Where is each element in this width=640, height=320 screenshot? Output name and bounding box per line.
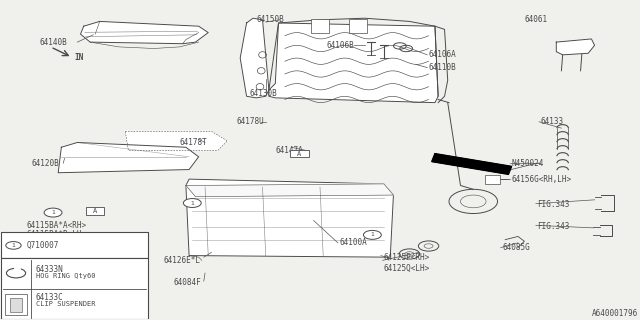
FancyBboxPatch shape <box>86 207 104 215</box>
Text: Q710007: Q710007 <box>26 241 59 250</box>
Text: 64147A: 64147A <box>275 146 303 155</box>
FancyBboxPatch shape <box>349 19 367 33</box>
Text: 64130B: 64130B <box>250 89 278 98</box>
Text: IN: IN <box>74 52 83 62</box>
Text: 64178T: 64178T <box>179 138 207 147</box>
Polygon shape <box>269 23 438 103</box>
FancyBboxPatch shape <box>311 19 329 33</box>
Text: 64061: 64061 <box>524 15 547 24</box>
Polygon shape <box>81 21 208 44</box>
Text: 64133: 64133 <box>540 117 563 126</box>
Text: 64125Q<LH>: 64125Q<LH> <box>384 264 430 273</box>
Text: 1: 1 <box>51 210 55 215</box>
Circle shape <box>44 208 62 217</box>
Text: FIG.343: FIG.343 <box>537 222 570 231</box>
Text: 1: 1 <box>191 201 194 205</box>
Circle shape <box>183 198 201 207</box>
FancyBboxPatch shape <box>5 294 27 316</box>
Text: 64150B: 64150B <box>256 15 284 24</box>
Text: 64125P<RH>: 64125P<RH> <box>384 253 430 262</box>
Text: 1: 1 <box>12 243 15 248</box>
FancyBboxPatch shape <box>10 298 22 312</box>
Circle shape <box>364 230 381 239</box>
Text: 64115BA*A<RH>: 64115BA*A<RH> <box>26 221 86 230</box>
Circle shape <box>6 268 26 278</box>
Text: 64120B: 64120B <box>31 159 59 168</box>
FancyBboxPatch shape <box>1 232 148 258</box>
Text: N450024: N450024 <box>511 159 544 168</box>
Text: 64106B: 64106B <box>326 41 354 50</box>
Text: 1: 1 <box>371 232 374 237</box>
Text: 64126E*L: 64126E*L <box>164 256 200 265</box>
FancyBboxPatch shape <box>290 150 308 157</box>
Text: 64333N: 64333N <box>36 265 63 275</box>
Polygon shape <box>186 184 394 197</box>
Text: CLIP SUSPENDER: CLIP SUSPENDER <box>36 301 95 307</box>
Text: 64085G: 64085G <box>502 243 530 252</box>
Text: 64115BA*B<LH>: 64115BA*B<LH> <box>26 230 86 239</box>
Polygon shape <box>186 179 394 257</box>
FancyBboxPatch shape <box>484 175 500 184</box>
Text: A: A <box>297 151 301 156</box>
Text: A640001796: A640001796 <box>592 309 638 318</box>
Polygon shape <box>556 39 595 55</box>
Text: 64110B: 64110B <box>429 63 456 72</box>
Circle shape <box>6 242 21 249</box>
Text: HOG RING Qty60: HOG RING Qty60 <box>36 273 95 279</box>
Polygon shape <box>240 18 269 98</box>
Polygon shape <box>432 154 511 174</box>
Polygon shape <box>125 131 227 150</box>
Text: 64084F: 64084F <box>173 278 201 287</box>
Text: 64140B: 64140B <box>39 38 67 47</box>
Text: 64106A: 64106A <box>429 50 456 59</box>
FancyBboxPatch shape <box>1 259 148 319</box>
Text: 64156G<RH,LH>: 64156G<RH,LH> <box>511 175 572 184</box>
Text: 64178U: 64178U <box>237 117 265 126</box>
Text: 64100A: 64100A <box>339 238 367 247</box>
Text: FIG.343: FIG.343 <box>537 200 570 209</box>
Text: 64133C: 64133C <box>36 293 63 302</box>
Polygon shape <box>58 142 198 173</box>
Text: A: A <box>92 208 97 214</box>
